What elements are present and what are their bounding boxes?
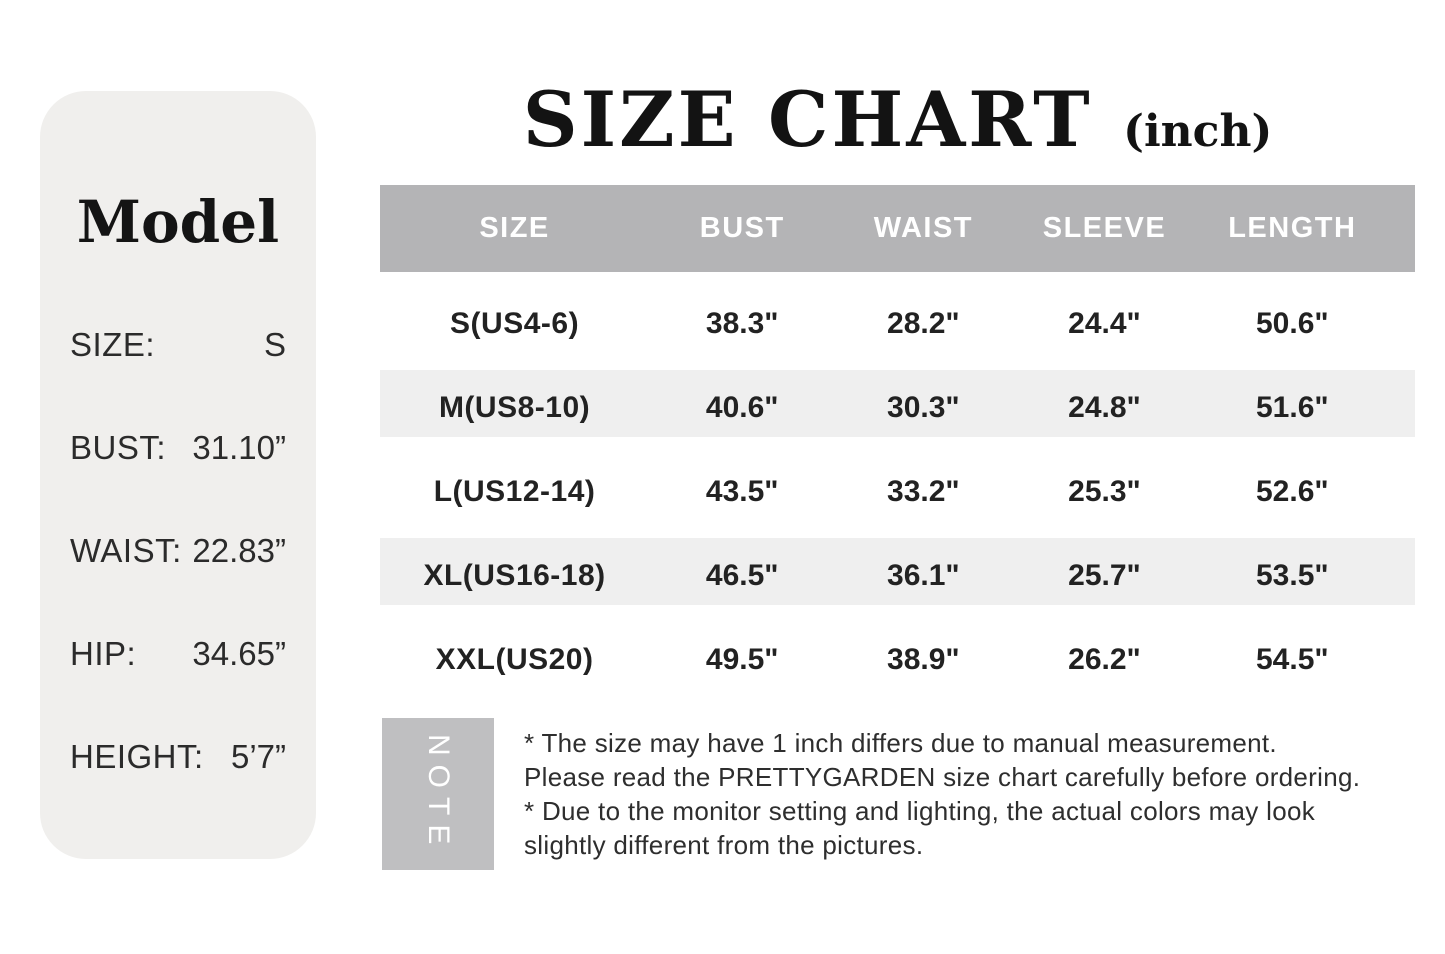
model-height-value: 5’7” [230,737,286,775]
model-hip-value: 34.65” [192,634,286,672]
note-badge: NOTE [382,718,494,870]
model-row-hip: HIP: 34.65” [40,602,316,705]
model-measurements-list: SIZE: S BUST: 31.10” WAIST: 22.83” HIP: … [40,293,316,808]
note-text: * The size may have 1 inch differs due t… [524,726,1434,862]
length-cell: 53.5" [1255,559,1329,592]
size-cell: XXL(US20) [435,643,594,676]
waist-cell: 38.9" [887,643,960,676]
sleeve-cell: 26.2" [1068,643,1141,676]
model-bust-value: 31.10” [192,428,286,466]
size-cell: S(US4-6) [450,307,580,340]
table-row-xxl: XXL(US20) 49.5" 38.9" 26.2" 54.5" [380,618,1415,702]
size-chart-heading: SIZE CHART (inch) [380,70,1415,170]
model-row-waist: WAIST: 22.83” [40,499,316,602]
length-cell: 54.5" [1255,643,1329,676]
size-table: SIZE BUST WAIST SLEEVE LENGTH S(US4-6) 3… [380,185,1415,702]
model-row-height: HEIGHT: 5’7” [40,705,316,808]
bust-cell: 46.5" [705,559,779,592]
length-cell: 50.6" [1255,307,1329,340]
model-height-label: HEIGHT: [70,737,204,775]
sleeve-cell: 25.3" [1068,475,1141,508]
size-table-header: SIZE BUST WAIST SLEEVE LENGTH [380,185,1415,272]
waist-cell: 28.2" [887,307,960,340]
model-waist-value: 22.83” [192,531,286,569]
size-chart-title: SIZE CHART [522,75,1093,164]
waist-cell: 30.3" [887,391,960,424]
table-row-s: S(US4-6) 38.3" 28.2" 24.4" 50.6" [380,282,1415,366]
sleeve-cell: 25.7" [1068,559,1141,592]
note-line-4: slightly different from the pictures. [524,830,924,860]
model-size-value: S [263,325,286,363]
bust-cell: 49.5" [705,643,779,676]
bust-cell: 43.5" [705,475,779,508]
model-waist-label: WAIST: [70,531,182,569]
note-line-3: * Due to the monitor setting and lightin… [524,796,1316,826]
sleeve-cell: 24.8" [1068,391,1141,424]
bust-cell: 40.6" [705,391,779,424]
model-bust-label: BUST: [70,428,167,466]
column-header-bust: BUST [699,212,785,244]
waist-cell: 33.2" [887,475,960,508]
column-header-size: SIZE [479,212,550,244]
size-table-body: S(US4-6) 38.3" 28.2" 24.4" 50.6" M(US8-1… [380,282,1415,702]
table-row-m: M(US8-10) 40.6" 30.3" 24.8" 51.6" [380,366,1415,450]
table-row-xl: XL(US16-18) 46.5" 36.1" 25.7" 53.5" [380,534,1415,618]
column-header-sleeve: SLEEVE [1042,212,1167,244]
model-info-card: Model SIZE: S BUST: 31.10” WAIST: 22.83”… [40,91,316,859]
size-cell: XL(US16-18) [423,559,606,592]
model-row-bust: BUST: 31.10” [40,396,316,499]
length-cell: 51.6" [1255,391,1329,424]
size-cell: M(US8-10) [438,391,591,424]
bust-cell: 38.3" [705,307,779,340]
waist-cell: 36.1" [887,559,960,592]
table-row-l: L(US12-14) 43.5" 33.2" 25.3" 52.6" [380,450,1415,534]
column-header-waist: WAIST [873,212,974,244]
model-hip-label: HIP: [70,634,137,672]
note-line-2: Please read the PRETTYGARDEN size chart … [524,762,1361,792]
column-header-length: LENGTH [1228,212,1357,244]
size-cell: L(US12-14) [433,475,596,508]
model-card-title: Model [76,188,280,256]
length-cell: 52.6" [1255,475,1329,508]
note-line-1: * The size may have 1 inch differs due t… [524,728,1277,758]
model-row-size: SIZE: S [40,293,316,396]
sleeve-cell: 24.4" [1068,307,1141,340]
size-chart-unit: (inch) [1123,106,1273,157]
model-size-label: SIZE: [70,325,156,363]
